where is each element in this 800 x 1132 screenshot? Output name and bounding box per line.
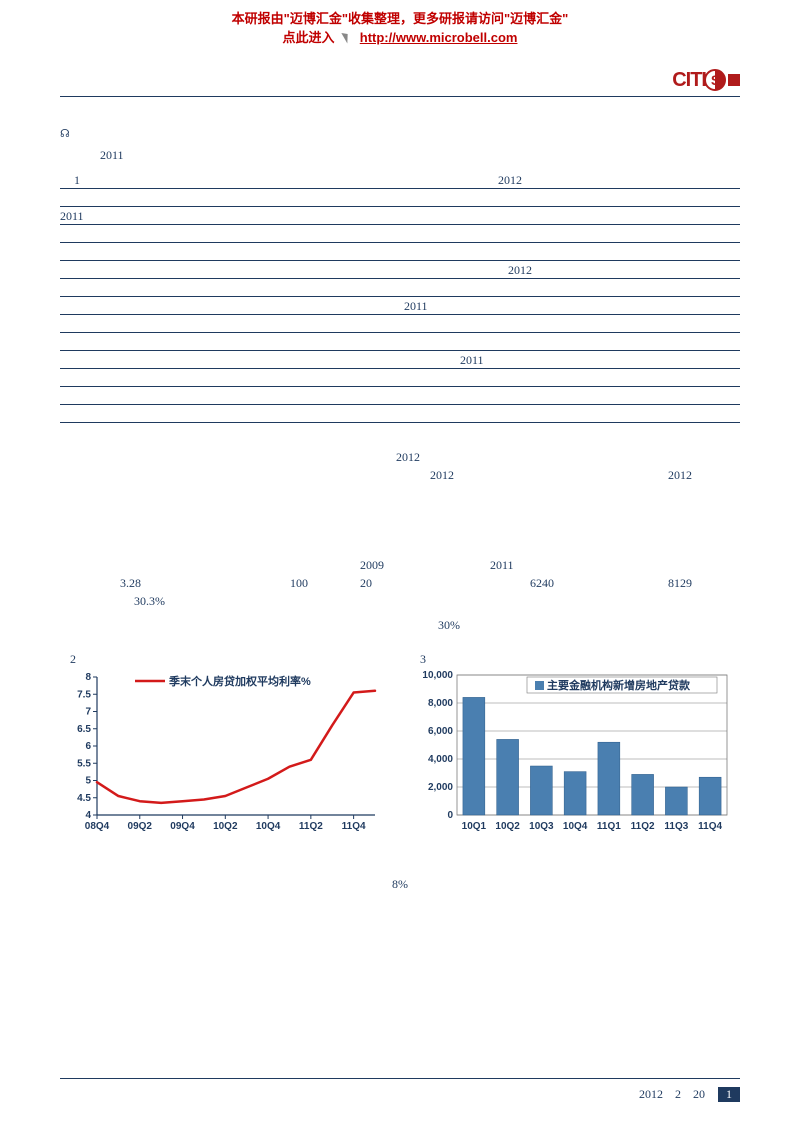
ruled-line: 2012 <box>60 261 740 279</box>
charts-row: 2 4 4.5 5 5.5 6 6.5 7 7.5 8 08Q4 09Q2 09Q4 10Q2 10Q4 1… <box>60 652 740 837</box>
text-row: 30.3% <box>60 592 740 610</box>
year-mark: 2011 <box>100 148 740 163</box>
svg-text:11Q2: 11Q2 <box>631 821 655 832</box>
svg-text:2,000: 2,000 <box>428 782 453 793</box>
ruled-line <box>60 243 740 261</box>
text-row: 3.281002062408129 <box>60 574 740 592</box>
corner-mark: ☊ <box>60 127 740 140</box>
svg-text:10Q2: 10Q2 <box>213 821 238 832</box>
svg-text:4.5: 4.5 <box>77 792 91 803</box>
text-block: 2012 20122012 20092011 3.281002062408129… <box>60 448 740 634</box>
ruled-line <box>60 369 740 387</box>
svg-text:11Q1: 11Q1 <box>597 821 621 832</box>
svg-text:4,000: 4,000 <box>428 754 453 765</box>
svg-text:10Q2: 10Q2 <box>495 821 520 832</box>
source-banner: 本研报由"迈博汇金"收集整理，更多研报请访问"迈博汇金" 点此进入 http:/… <box>0 0 800 47</box>
svg-text:7: 7 <box>85 706 91 717</box>
page-number: 1 <box>718 1087 740 1102</box>
page-content: ☊ 2011 12012 2011 2012 2011 2011 2012 201220… <box>60 127 740 892</box>
text-row: 20092011 <box>60 556 740 574</box>
text-row: 2012 <box>60 448 740 466</box>
ruled-block: 12012 2011 2012 2011 2011 <box>60 171 740 423</box>
svg-text:5.5: 5.5 <box>77 758 91 769</box>
svg-text:09Q4: 09Q4 <box>170 821 195 832</box>
svg-text:11Q3: 11Q3 <box>664 821 688 832</box>
ruled-line <box>60 189 740 207</box>
banner-link[interactable]: http://www.microbell.com <box>342 30 518 45</box>
bar-chart-box: 3 0 2,000 4,000 6,000 8,000 10,000 10Q1 10Q2 10Q… <box>410 652 740 837</box>
footer-date: 2012 2 20 <box>639 1087 705 1101</box>
banner-line-1: 本研报由"迈博汇金"收集整理，更多研报请访问"迈博汇金" <box>0 8 800 27</box>
ruled-line: 2011 <box>60 207 740 225</box>
ruled-line <box>60 279 740 297</box>
text-row: 30% <box>60 616 740 634</box>
svg-text:6,000: 6,000 <box>428 726 453 737</box>
svg-text:6: 6 <box>85 741 91 752</box>
svg-text:11Q4: 11Q4 <box>698 821 722 832</box>
citics-logo: CITIS <box>672 69 740 92</box>
svg-text:11Q4: 11Q4 <box>342 821 366 832</box>
svg-text:8: 8 <box>85 672 91 683</box>
line-chart: 4 4.5 5 5.5 6 6.5 7 7.5 8 08Q4 09Q2 09Q4 10Q2 10Q4 11Q… <box>60 667 390 837</box>
svg-text:11Q2: 11Q2 <box>299 821 323 832</box>
ruled-line <box>60 333 740 351</box>
chart-index: 2 <box>70 652 390 667</box>
ruled-line <box>60 405 740 423</box>
svg-text:7.5: 7.5 <box>77 689 91 700</box>
svg-text:10Q3: 10Q3 <box>529 821 554 832</box>
svg-text:10Q4: 10Q4 <box>563 821 588 832</box>
svg-text:10,000: 10,000 <box>422 670 453 681</box>
svg-text:季末个人房贷加权平均利率%: 季末个人房贷加权平均利率% <box>168 674 311 688</box>
ruled-line: 2011 <box>60 351 740 369</box>
text-row: 20122012 <box>60 466 740 484</box>
ruled-line <box>60 315 740 333</box>
header-rule: CITIS <box>60 69 740 97</box>
banner-line-2: 点此进入 http://www.microbell.com <box>0 27 800 47</box>
svg-text:5: 5 <box>85 775 91 786</box>
svg-text:09Q2: 09Q2 <box>128 821 153 832</box>
svg-text:4: 4 <box>85 810 91 821</box>
chart-index: 3 <box>420 652 740 667</box>
svg-text:6.5: 6.5 <box>77 723 91 734</box>
svg-text:08Q4: 08Q4 <box>85 821 110 832</box>
ruled-line <box>60 225 740 243</box>
svg-text:10Q1: 10Q1 <box>462 821 487 832</box>
ruled-line: 2011 <box>60 297 740 315</box>
ruled-line <box>60 387 740 405</box>
cursor-icon <box>342 31 360 47</box>
svg-text:0: 0 <box>447 810 453 821</box>
mid-note: 8% <box>60 877 740 892</box>
bar-chart: 0 2,000 4,000 6,000 8,000 10,000 10Q1 10Q2 10Q3 1… <box>410 667 740 837</box>
svg-text:10Q4: 10Q4 <box>256 821 281 832</box>
page-footer: 2012 2 20 1 <box>60 1078 740 1102</box>
svg-text:8,000: 8,000 <box>428 698 453 709</box>
line-chart-box: 2 4 4.5 5 5.5 6 6.5 7 7.5 8 08Q4 09Q2 09Q4 10Q2 10Q4 1… <box>60 652 390 837</box>
ruled-line: 12012 <box>60 171 740 189</box>
svg-text:主要金融机构新增房地产贷款: 主要金融机构新增房地产贷款 <box>547 678 691 692</box>
